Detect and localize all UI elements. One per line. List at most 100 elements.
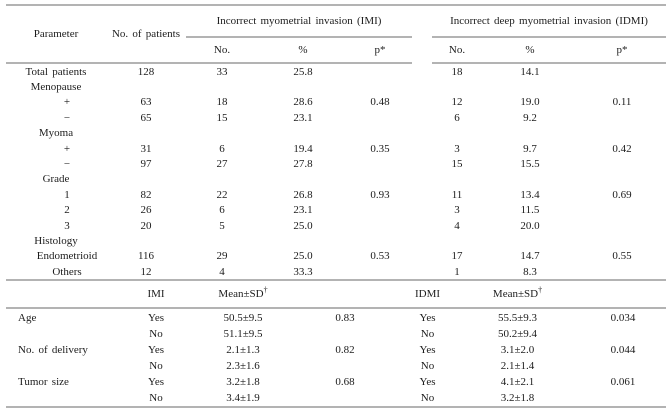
value-cell: 0.53 (370, 250, 390, 263)
value-cell: 0.83 (335, 311, 355, 324)
table-row: Total patients 128 33 25.8 18 14.1 (6, 63, 666, 79)
column-gap (412, 95, 432, 110)
value-cell: 23.1 (293, 204, 313, 217)
value-cell: Yes (419, 311, 436, 324)
table-row: − 97 27 27.8 15 15.5 (6, 156, 666, 171)
imi-p-header: p* (348, 37, 412, 64)
value-cell (578, 79, 666, 94)
value-cell (348, 264, 412, 280)
value-cell (578, 156, 666, 171)
value-cell (348, 79, 412, 94)
value-cell: 25.0 (293, 219, 313, 232)
value-cell: 6 (219, 204, 225, 217)
value-cell: No (420, 359, 435, 372)
value-cell: 27.8 (293, 158, 313, 171)
value-cell (348, 233, 412, 248)
value-cell: 12 (451, 96, 463, 109)
value-cell (578, 203, 666, 218)
row-label: − (63, 111, 71, 124)
value-cell (432, 233, 482, 248)
row-label: Total patients (25, 65, 87, 78)
value-cell: No (420, 391, 435, 404)
value-cell: 6 (219, 142, 225, 155)
table-row: Tumor size Yes 3.2±1.8 0.68 Yes 4.1±2.1 0.061 (6, 374, 666, 390)
value-cell (290, 358, 400, 374)
value-cell: Yes (147, 311, 164, 324)
lower-table-header: IMI Mean±SD† IDMI Mean±SD† (6, 281, 666, 310)
imi-pct-header: % (258, 37, 348, 64)
value-cell: 2.1±1.3 (226, 343, 260, 356)
column-gap (412, 187, 432, 202)
value-cell: 23.1 (293, 111, 313, 124)
continuous-results-table: IMI Mean±SD† IDMI Mean±SD† Age Yes 50.5±9.… (6, 281, 666, 409)
value-cell: 18 (216, 96, 228, 109)
value-cell: 3.2±1.8 (226, 375, 260, 388)
value-cell (580, 390, 666, 407)
column-gap (412, 249, 432, 264)
value-cell: 0.55 (612, 250, 632, 263)
value-cell: Yes (147, 375, 164, 388)
table-row: 2 26 6 23.1 3 11.5 (6, 203, 666, 218)
row-label: 3 (64, 219, 70, 232)
table-row: No 3.4±1.9 No 3.2±1.8 (6, 390, 666, 407)
table-row: No 51.1±9.5 No 50.2±9.4 (6, 326, 666, 342)
lower-table-body: Age Yes 50.5±9.5 0.83 Yes 55.5±9.3 0.034 No 51.1… (6, 308, 666, 407)
value-cell: 97 (140, 158, 152, 171)
column-gap (412, 63, 432, 79)
row-label: + (63, 142, 71, 155)
value-cell: 18 (451, 65, 463, 78)
value-cell: 0.11 (612, 96, 632, 109)
value-cell: Yes (147, 343, 164, 356)
value-cell: 0.061 (610, 375, 636, 388)
row-label: Menopause (30, 81, 82, 94)
value-cell: 51.1±9.5 (223, 327, 263, 340)
value-cell: 8.3 (523, 265, 537, 278)
value-cell: 9.2 (523, 111, 537, 124)
column-gap (412, 141, 432, 156)
row-label: Histology (34, 234, 78, 247)
value-cell (290, 326, 400, 342)
row-label (6, 358, 116, 374)
value-cell (106, 79, 186, 94)
row-label (6, 390, 116, 407)
row-label: 2 (64, 204, 70, 217)
value-cell: 128 (137, 65, 155, 78)
row-label: Endometrioid (36, 250, 98, 263)
value-cell (186, 172, 258, 187)
value-cell: 1 (454, 265, 460, 278)
value-cell: 0.69 (612, 188, 632, 201)
value-cell (578, 264, 666, 280)
value-cell (258, 233, 348, 248)
table-row: − 65 15 23.1 6 9.2 (6, 110, 666, 125)
value-cell (348, 63, 412, 79)
value-cell: 63 (140, 96, 152, 109)
value-cell: 20 (140, 219, 152, 232)
value-cell (186, 126, 258, 141)
value-cell: 0.82 (335, 343, 355, 356)
value-cell (578, 218, 666, 233)
value-cell: 25.0 (293, 250, 313, 263)
value-cell: 15.5 (520, 158, 540, 171)
value-cell (258, 172, 348, 187)
value-cell: 19.4 (293, 142, 313, 155)
value-cell: 13.4 (520, 188, 540, 201)
value-cell: 55.5±9.3 (497, 311, 538, 324)
value-cell: 15 (451, 158, 463, 171)
value-cell (432, 172, 482, 187)
dagger-mark: † (263, 285, 268, 295)
value-cell: 31 (140, 142, 152, 155)
value-cell (106, 233, 186, 248)
value-cell: 20.0 (520, 219, 540, 232)
value-cell: 25.8 (293, 65, 313, 78)
value-cell: 15 (216, 111, 228, 124)
value-cell (482, 233, 578, 248)
value-cell: 116 (137, 250, 155, 263)
value-cell (482, 126, 578, 141)
value-cell: 17 (451, 250, 463, 263)
value-cell: 33.3 (293, 265, 313, 278)
value-cell: 0.48 (370, 96, 390, 109)
categorical-results-table: Parameter No. of patients Incorrect myom… (6, 4, 667, 282)
value-cell: 29 (216, 250, 228, 263)
value-cell: 14.1 (520, 65, 540, 78)
